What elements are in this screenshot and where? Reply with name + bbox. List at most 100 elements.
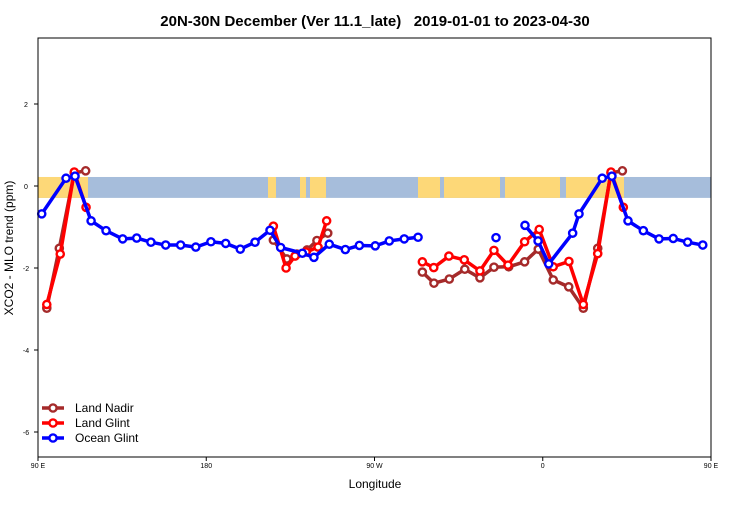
y-tick-label: -2 bbox=[23, 266, 29, 273]
data-point-ocean-glint bbox=[131, 233, 142, 243]
data-point-ocean-glint bbox=[491, 232, 501, 243]
data-point-ocean-glint bbox=[160, 240, 171, 250]
data-point-ocean-glint bbox=[623, 216, 633, 226]
data-point-land-glint bbox=[55, 249, 66, 259]
land-area bbox=[616, 176, 624, 198]
data-point-ocean-glint bbox=[354, 240, 365, 251]
data-point-land-nadir bbox=[519, 257, 530, 267]
data-point-ocean-glint bbox=[340, 244, 351, 255]
data-point-ocean-glint bbox=[682, 237, 693, 247]
y-tick-label: 2 bbox=[24, 102, 28, 109]
data-point-ocean-glint bbox=[668, 233, 679, 244]
data-point-ocean-glint bbox=[607, 171, 617, 181]
data-point-land-glint bbox=[489, 245, 499, 256]
data-point-ocean-glint bbox=[86, 216, 96, 226]
land-area bbox=[38, 176, 50, 198]
legend-label-land-nadir: Land Nadir bbox=[75, 401, 134, 415]
data-point-ocean-glint bbox=[370, 241, 381, 251]
x-tick-label: 90 E bbox=[704, 463, 719, 470]
y-tick-label: -6 bbox=[23, 430, 29, 437]
data-point-land-nadir bbox=[429, 278, 439, 288]
x-tick-label: 90 E bbox=[31, 463, 46, 470]
data-point-ocean-glint bbox=[36, 209, 47, 219]
data-point-ocean-glint bbox=[190, 242, 201, 252]
data-point-land-nadir bbox=[417, 267, 428, 277]
data-point-land-glint bbox=[313, 242, 323, 252]
data-point-ocean-glint bbox=[206, 236, 216, 247]
data-point-land-nadir bbox=[617, 166, 628, 176]
data-point-ocean-glint bbox=[146, 237, 156, 247]
data-point-land-nadir bbox=[459, 264, 470, 275]
data-point-ocean-glint bbox=[101, 225, 111, 236]
data-point-land-glint bbox=[578, 299, 589, 310]
data-point-land-glint bbox=[321, 216, 332, 226]
x-tick-label: 0 bbox=[541, 463, 545, 470]
data-point-land-nadir bbox=[489, 262, 499, 272]
data-point-ocean-glint bbox=[597, 173, 607, 184]
legend-marker-ocean-glint bbox=[48, 433, 58, 443]
data-point-land-nadir bbox=[563, 282, 574, 292]
x-tick-label: 90 W bbox=[366, 463, 383, 470]
data-point-land-glint bbox=[519, 236, 530, 247]
series-ocean-glint bbox=[36, 171, 708, 269]
y-axis-label: XCO2 - MLO trend (ppm) bbox=[2, 181, 16, 316]
data-point-ocean-glint bbox=[175, 240, 186, 250]
data-point-ocean-glint bbox=[574, 209, 584, 219]
land-area bbox=[505, 176, 560, 198]
data-point-ocean-glint bbox=[413, 232, 423, 243]
chart-title: 20N-30N December (Ver 11.1_late) 2019-01… bbox=[160, 13, 589, 30]
data-point-ocean-glint bbox=[520, 220, 530, 231]
x-axis-label: Longitude bbox=[349, 477, 402, 491]
data-point-land-nadir bbox=[444, 274, 455, 284]
data-point-land-glint bbox=[564, 256, 574, 267]
data-point-land-glint bbox=[503, 260, 513, 270]
data-point-land-glint bbox=[444, 251, 454, 261]
data-point-ocean-glint bbox=[235, 244, 246, 254]
data-point-land-glint bbox=[41, 299, 52, 310]
x-tick-label: 180 bbox=[200, 463, 212, 470]
data-point-ocean-glint bbox=[309, 252, 319, 263]
data-point-ocean-glint bbox=[220, 238, 231, 249]
data-point-ocean-glint bbox=[567, 228, 578, 238]
data-point-ocean-glint bbox=[384, 236, 395, 246]
data-point-ocean-glint bbox=[543, 259, 554, 269]
land-area bbox=[300, 176, 306, 198]
data-point-ocean-glint bbox=[654, 234, 664, 244]
series-layer bbox=[36, 166, 708, 313]
data-point-ocean-glint bbox=[638, 225, 649, 236]
data-point-ocean-glint bbox=[533, 236, 543, 246]
data-point-land-glint bbox=[592, 248, 603, 259]
data-point-land-nadir bbox=[548, 275, 559, 285]
data-point-ocean-glint bbox=[61, 173, 71, 184]
y-tick-label: -4 bbox=[23, 348, 29, 355]
land-area bbox=[268, 176, 276, 198]
data-point-ocean-glint bbox=[399, 234, 410, 244]
data-point-ocean-glint bbox=[250, 237, 260, 247]
background-map-band bbox=[38, 176, 711, 198]
land-area bbox=[444, 176, 500, 198]
data-point-land-glint bbox=[417, 257, 428, 267]
data-point-ocean-glint bbox=[324, 239, 335, 250]
data-point-land-glint bbox=[475, 266, 485, 276]
data-point-ocean-glint bbox=[265, 225, 275, 236]
land-area bbox=[310, 176, 326, 198]
data-point-land-glint bbox=[428, 262, 439, 273]
land-area bbox=[418, 176, 440, 198]
data-point-land-glint bbox=[281, 263, 291, 273]
data-point-land-glint bbox=[459, 254, 470, 265]
data-point-ocean-glint bbox=[697, 240, 708, 250]
data-point-land-glint bbox=[534, 224, 544, 235]
data-point-ocean-glint bbox=[297, 248, 308, 259]
legend-label-ocean-glint: Ocean Glint bbox=[75, 431, 139, 445]
data-point-land-nadir bbox=[80, 166, 91, 176]
y-tick-label: 0 bbox=[24, 184, 28, 191]
legend-label-land-glint: Land Glint bbox=[75, 416, 130, 430]
data-point-ocean-glint bbox=[275, 242, 286, 253]
legend-marker-land-nadir bbox=[48, 403, 58, 413]
y-axis: -6 -4 -2 0 2 bbox=[23, 102, 38, 437]
data-point-ocean-glint bbox=[70, 171, 80, 181]
legend-marker-land-glint bbox=[48, 418, 58, 428]
